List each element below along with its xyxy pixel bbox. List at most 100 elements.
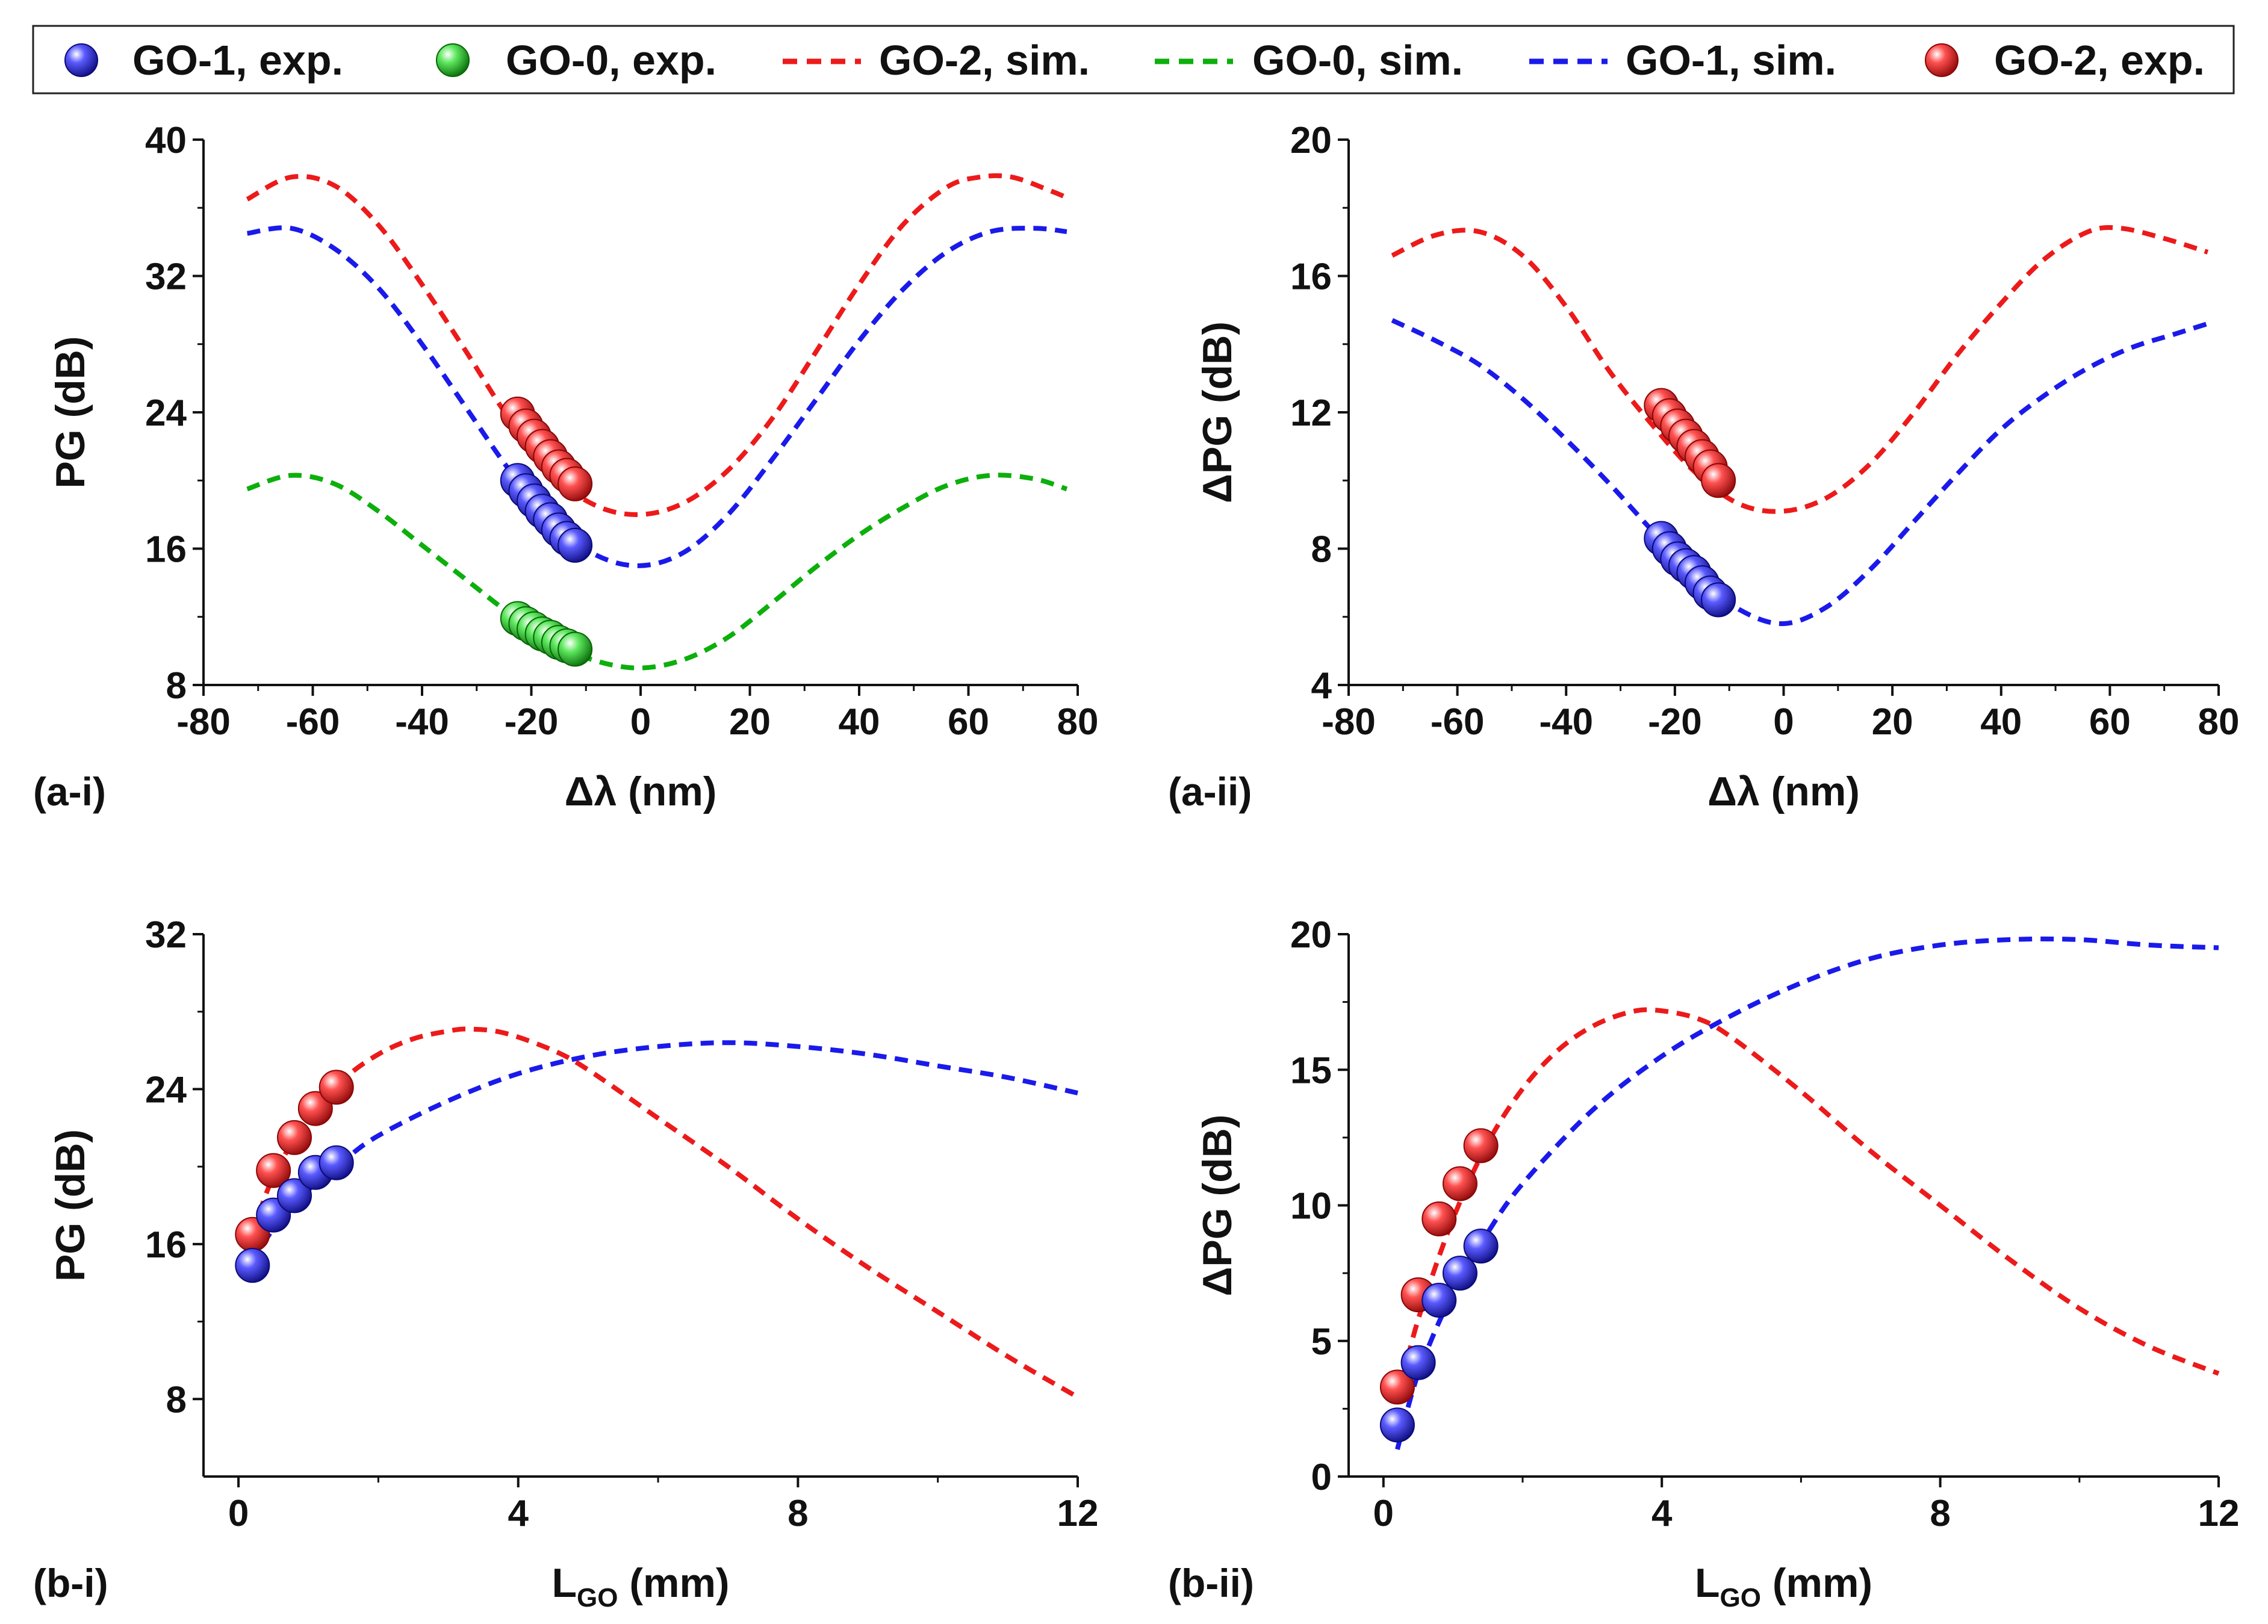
x-axis-label-subscript: GO [1720,1583,1760,1613]
x-tick-label: 0 [1773,701,1794,743]
sim-line [1395,1007,2220,1401]
legend-label: GO-0, exp. [506,37,716,84]
legend-item-go1-sim: GO-1, sim. [1529,37,1836,84]
panel-a-i: -80 -60 -40 -20 0 20 40 60 80 8 16 24 32 40 Δλ (nm) PG … [33,120,1098,814]
exp-point [256,1153,291,1188]
sim-line [246,173,1068,518]
x-tick-label: 40 [1980,701,2022,743]
sim-line [250,1040,1078,1265]
y-tick-label: 40 [145,120,187,161]
exp-point [277,1178,312,1213]
y-tick-label: 16 [145,529,187,571]
x-axis-label: Δλ (nm) [565,769,717,814]
y-tick-label: 0 [1311,1457,1332,1498]
legend: GO-1, exp. GO-0, exp. GO-2, sim. GO-0, s… [32,25,2235,95]
y-tick-label: 10 [1290,1186,1332,1227]
exp-point [558,631,593,667]
x-tick-label: -40 [395,701,449,743]
x-tick-label: 12 [2198,1493,2240,1534]
exp-point [277,1120,312,1155]
x-tick-label: 40 [839,701,880,743]
legend-item-go1-exp: GO-1, exp. [64,37,343,84]
panel-b-i: 0 4 8 12 8 16 24 32 LGO (mm) PG (dB) (b-i) [33,914,1098,1613]
x-tick-label: 12 [1057,1493,1099,1534]
exp-point [558,466,593,501]
exp-point [1421,1283,1457,1318]
legend-item-go2-sim: GO-2, sim. [783,37,1090,84]
exp-point [1701,463,1736,498]
panel-a-ii: -80 -60 -40 -20 0 20 40 60 80 4 8 12 16 20 Δλ (nm) ΔPG … [1168,120,2239,814]
exp-point [297,1091,333,1126]
x-tick-label: 60 [2089,701,2131,743]
x-tick-label: 80 [1057,701,1099,743]
panel-label: (b-ii) [1168,1561,1254,1605]
x-tick-label: 20 [1872,701,1913,743]
x-tick-label: 0 [630,701,651,743]
exp-point [1379,1407,1415,1443]
exp-point [235,1248,270,1283]
y-tick-label: 8 [1311,529,1332,571]
x-axis-label: LGO (mm) [551,1560,729,1613]
y-axis-label: ΔPG (dB) [1195,321,1240,503]
y-tick-label: 4 [1311,665,1332,707]
exp-point [318,1145,354,1180]
y-tick-label: 24 [145,392,187,434]
sim-line [250,1026,1080,1399]
x-tick-label: 60 [948,701,989,743]
x-tick-label: -20 [505,701,559,743]
legend-label: GO-0, sim. [1252,37,1463,84]
x-tick-label: 0 [1373,1493,1394,1534]
x-tick-label: -60 [286,701,340,743]
legend-marker-go0 [436,43,470,77]
x-axis-label: LGO (mm) [1695,1560,1872,1613]
y-axis-label: PG (dB) [48,336,93,488]
sim-line [1395,936,2219,1450]
exp-point [318,1070,354,1105]
y-tick-label: 15 [1290,1050,1332,1091]
y-tick-label: 8 [166,1379,187,1421]
legend-item-go0-sim: GO-0, sim. [1155,37,1463,84]
y-tick-label: 24 [145,1069,187,1111]
x-tick-label: 4 [508,1493,529,1534]
exp-point [1400,1345,1436,1380]
x-tick-label: -80 [176,701,231,743]
y-tick-label: 32 [145,256,187,298]
exp-point [1701,582,1736,618]
y-tick-label: 8 [166,665,187,707]
x-axis-label-subscript: GO [577,1583,618,1613]
x-tick-label: 0 [228,1493,249,1534]
x-tick-label: 4 [1651,1493,1673,1534]
legend-item-go2-exp: GO-2, exp. [1925,37,2205,84]
x-tick-label: -60 [1431,701,1485,743]
legend-frame [32,25,2235,95]
panel-label: (b-i) [33,1561,108,1605]
y-tick-label: 5 [1311,1321,1332,1363]
y-tick-label: 20 [1290,120,1332,161]
x-tick-label: 8 [1930,1493,1950,1534]
sim-line [1391,225,2209,514]
x-tick-label: -80 [1322,701,1376,743]
panel-b-ii: 0 4 8 12 0 5 10 15 20 LGO (mm) ΔPG (dB) (b-ii) [1168,914,2239,1613]
y-tick-label: 20 [1290,914,1332,956]
y-tick-label: 32 [145,914,187,956]
x-tick-label: 8 [788,1493,808,1534]
x-axis-label: Δλ (nm) [1707,769,1860,814]
exp-point [1442,1166,1477,1201]
legend-label: GO-1, exp. [132,37,343,84]
y-axis-label: PG (dB) [48,1129,93,1282]
sim-line [1391,318,2209,627]
x-tick-label: 80 [2198,701,2240,743]
y-tick-label: 16 [1290,256,1332,298]
x-axis-label-unit: (mm) [618,1560,729,1606]
legend-label: GO-1, sim. [1626,37,1836,84]
y-axis-label: ΔPG (dB) [1195,1115,1240,1297]
legend-item-go0-exp: GO-0, exp. [436,37,716,84]
exp-point [1442,1256,1477,1291]
x-tick-label: -20 [1648,701,1702,743]
exp-point [1379,1369,1415,1405]
x-tick-label: 20 [729,701,771,743]
exp-point [1463,1229,1499,1264]
legend-label: GO-2, exp. [1994,37,2205,84]
exp-point [1421,1201,1457,1237]
